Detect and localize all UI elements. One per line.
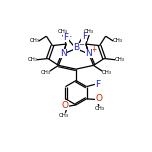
Text: CH₃: CH₃ — [114, 57, 124, 62]
Text: B: B — [73, 43, 79, 52]
Text: O: O — [95, 94, 102, 103]
Text: CH₃: CH₃ — [29, 38, 40, 43]
Text: −: − — [77, 40, 84, 49]
Text: ·: · — [69, 32, 72, 42]
Text: CH₃: CH₃ — [112, 38, 123, 43]
Text: F: F — [82, 32, 87, 41]
Text: CH₃: CH₃ — [40, 70, 50, 75]
Text: N: N — [86, 49, 92, 58]
Text: CH₃: CH₃ — [95, 107, 105, 111]
Text: CH₃: CH₃ — [58, 29, 68, 34]
Text: CH₃: CH₃ — [102, 70, 112, 75]
Text: CH₃: CH₃ — [59, 113, 69, 118]
Text: +: + — [90, 45, 97, 54]
Text: CH₃: CH₃ — [28, 57, 38, 62]
Text: O: O — [61, 101, 68, 110]
Text: F: F — [95, 79, 100, 89]
Text: N: N — [60, 49, 66, 58]
Text: CH₃: CH₃ — [84, 29, 94, 34]
Text: F: F — [63, 33, 68, 42]
